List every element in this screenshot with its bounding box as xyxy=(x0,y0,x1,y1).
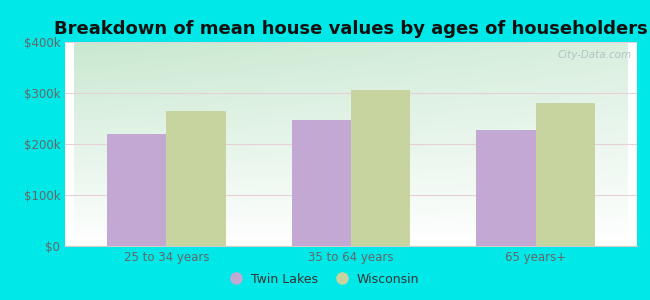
Bar xyxy=(166,111,226,246)
Legend: Twin Lakes, Wisconsin: Twin Lakes, Wisconsin xyxy=(226,268,424,291)
Text: City-Data.com: City-Data.com xyxy=(557,50,631,60)
Bar xyxy=(292,119,351,246)
Title: Breakdown of mean house values by ages of householders: Breakdown of mean house values by ages o… xyxy=(54,20,648,38)
Bar xyxy=(107,134,166,246)
Bar xyxy=(351,90,410,246)
Bar xyxy=(536,103,595,246)
Bar xyxy=(476,130,536,246)
